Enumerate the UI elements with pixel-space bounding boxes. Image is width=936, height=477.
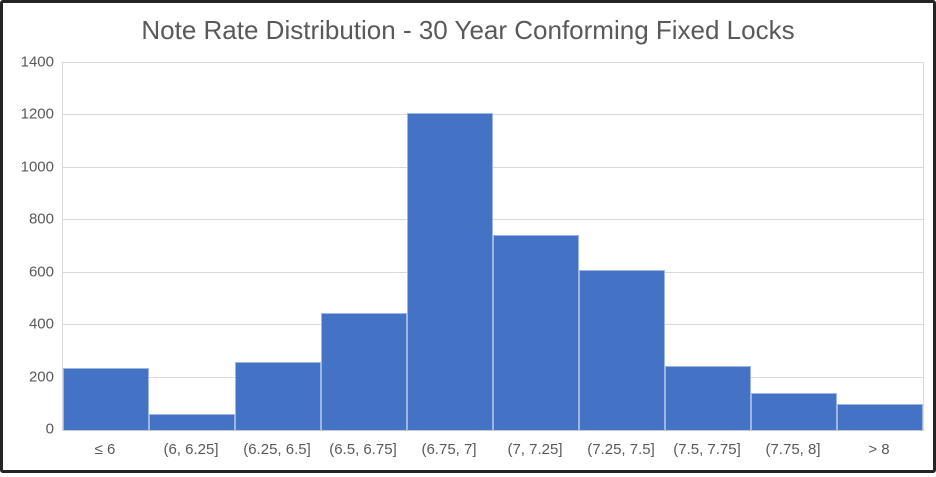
gridline-y-1200 <box>63 114 923 116</box>
bar-(6.25, 6.5][interactable] <box>235 361 321 430</box>
x-tick-label: (6, 6.25] <box>163 441 219 458</box>
y-tick-label-1400: 1400 <box>20 53 54 71</box>
y-tick-label-800: 800 <box>28 210 54 228</box>
y-tick-label-200: 200 <box>28 368 54 386</box>
y-tick-label-1200: 1200 <box>20 105 54 123</box>
x-tick-label: (6.25, 6.5] <box>243 441 311 458</box>
bar-(7.5, 7.75][interactable] <box>665 365 751 430</box>
y-tick-label-600: 600 <box>28 263 54 281</box>
bar-(7.25, 7.5][interactable] <box>579 270 665 430</box>
x-tick-label: (7.75, 8] <box>765 441 821 458</box>
gridline-y-1000 <box>63 166 923 168</box>
bar-≤ 6[interactable] <box>63 368 149 430</box>
x-tick-label: (6.75, 7] <box>421 441 477 458</box>
y-tick-label-400: 400 <box>28 315 54 333</box>
y-tick-label-0: 0 <box>45 420 54 438</box>
x-axis: ≤ 6 (6, 6.25] (6.25, 6.5] (6.5, 6.75] (6.75,… <box>62 441 922 458</box>
bar-(7, 7.25][interactable] <box>493 234 579 430</box>
x-tick-label: (7.5, 7.75] <box>673 441 741 458</box>
bar-series <box>63 63 923 430</box>
chart-title[interactable]: Note Rate Distribution - 30 Year Conform… <box>141 15 795 45</box>
x-tick-label: (7.25, 7.5] <box>587 441 655 458</box>
bar-> 8[interactable] <box>837 403 923 430</box>
bar-(6, 6.25][interactable] <box>149 414 235 430</box>
y-axis: 0 200 400 600 800 1000 1200 1400 <box>0 54 54 438</box>
y-tick-label-1000: 1000 <box>20 158 54 176</box>
x-tick-label: > 8 <box>868 441 890 458</box>
gridline-y-800 <box>63 219 923 221</box>
bar-(6.5, 6.75][interactable] <box>321 313 407 430</box>
x-tick-label: (6.5, 6.75] <box>329 441 397 458</box>
bar-(6.75, 7][interactable] <box>407 112 493 430</box>
bar-(7.75, 8][interactable] <box>751 393 837 430</box>
plot-area <box>62 62 924 431</box>
x-tick-label: (7, 7.25] <box>507 441 563 458</box>
x-tick-label: ≤ 6 <box>94 441 116 458</box>
